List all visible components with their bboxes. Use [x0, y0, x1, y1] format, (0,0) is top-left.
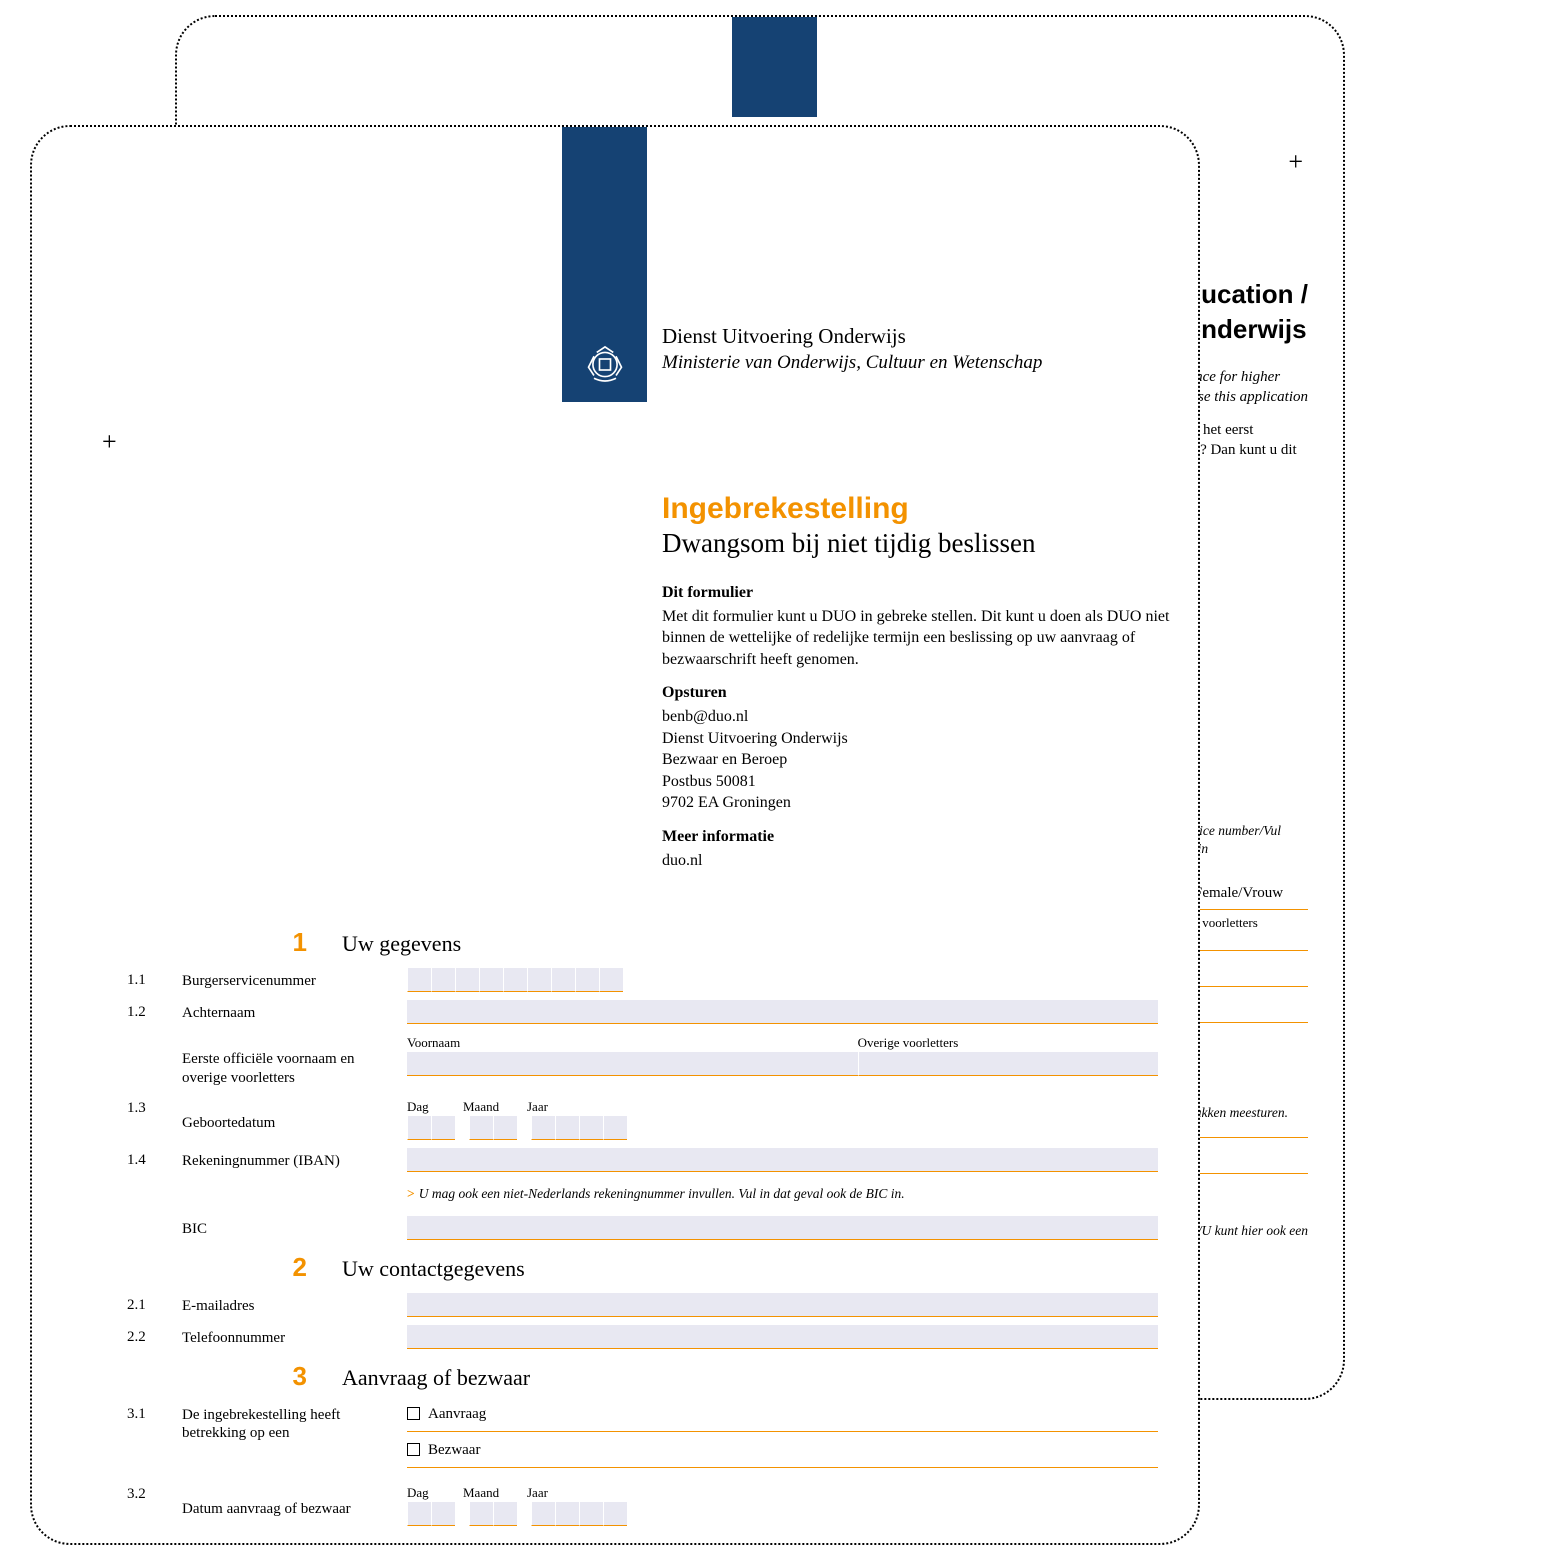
field-1-1-num: 1.1: [127, 968, 182, 989]
field-3-1-num: 3.1: [127, 1402, 182, 1423]
section-1-title: Uw gegevens: [342, 931, 461, 957]
intro-block: Dit formulier Met dit formulier kunt u D…: [662, 582, 1182, 871]
field-1-3-label: Geboortedatum: [182, 1096, 407, 1133]
back-title-line2: onderwijs: [1185, 312, 1308, 347]
document-subtitle: Dwangsom bij niet tijdig beslissen: [662, 528, 1035, 559]
field-1-4-num: 1.4: [127, 1148, 182, 1169]
bic-label: BIC: [182, 1216, 407, 1239]
bezwaar-checkbox-row[interactable]: Bezwaar: [407, 1438, 1158, 1468]
voornaam-sublabel: Voornaam: [407, 1035, 858, 1051]
section-1-number: 1: [127, 927, 342, 958]
contact-dept: Bezwaar en Beroep: [662, 749, 1182, 771]
intro-paragraph: Met dit formulier kunt u DUO in gebreke …: [662, 606, 1182, 671]
crop-mark-icon: +: [102, 427, 117, 457]
telefoon-input[interactable]: [407, 1325, 1158, 1349]
section-3-title: Aanvraag of bezwaar: [342, 1365, 530, 1391]
section-2-number: 2: [127, 1252, 342, 1283]
field-2-1-num: 2.1: [127, 1293, 182, 1314]
field-2-1-label: E-mailadres: [182, 1293, 407, 1316]
section-2-title: Uw contactgegevens: [342, 1256, 525, 1282]
contact-site: duo.nl: [662, 850, 1182, 872]
intro-heading-2: Opsturen: [662, 682, 1182, 704]
field-3-2-num: 3.2: [127, 1482, 182, 1503]
contact-city: 9702 EA Groningen: [662, 792, 1182, 814]
iban-input[interactable]: [407, 1148, 1158, 1172]
organization-name: Dienst Uitvoering Onderwijs: [662, 322, 1042, 350]
organization-block: Dienst Uitvoering Onderwijs Ministerie v…: [662, 322, 1042, 376]
caret-icon: >: [407, 1186, 415, 1201]
datum-input[interactable]: Dag Maand Jaar: [407, 1482, 1158, 1526]
document-title: Ingebrekestelling: [662, 492, 1035, 526]
field-1-3-num: 1.3: [127, 1096, 182, 1117]
geboortedatum-input[interactable]: Dag Maand Jaar: [407, 1096, 1158, 1140]
bic-input[interactable]: [407, 1216, 1158, 1240]
intro-heading-3: Meer informatie: [662, 826, 1182, 848]
overige-voorletters-input[interactable]: [858, 1052, 1158, 1076]
back-ic-fragment: IC/U kunt hier ook een: [1184, 1222, 1308, 1240]
contact-org: Dienst Uitvoering Onderwijs: [662, 728, 1182, 750]
form-area: 1 Uw gegevens 1.1 Burgerservicenummer 1.…: [127, 927, 1158, 1534]
checkbox-icon: [407, 1443, 420, 1456]
contact-email: benb@duo.nl: [662, 706, 1182, 728]
government-crest-icon: [577, 337, 632, 392]
checkbox-icon: [407, 1407, 420, 1420]
document-title-block: Ingebrekestelling Dwangsom bij niet tijd…: [662, 492, 1035, 559]
field-1-4-label: Rekeningnummer (IBAN): [182, 1148, 407, 1171]
field-3-2-label: Datum aanvraag of bezwaar: [182, 1482, 407, 1519]
field-1-2-label: Achternaam: [182, 1000, 407, 1023]
intro-heading-1: Dit formulier: [662, 582, 1182, 604]
field-2-2-num: 2.2: [127, 1325, 182, 1346]
aanvraag-checkbox-row[interactable]: Aanvraag: [407, 1402, 1158, 1432]
logo-ribbon: [562, 127, 647, 402]
achternaam-input[interactable]: [407, 1000, 1158, 1024]
section-3-number: 3: [127, 1361, 342, 1392]
overige-sublabel: Overige voorletters: [858, 1035, 1158, 1051]
voorletters-label: Eerste officiële voornaam en overige voo…: [182, 1032, 407, 1088]
field-3-1-label: De ingebrekestelling heeft betrekking op…: [182, 1402, 407, 1444]
crop-mark-icon: +: [1288, 147, 1303, 177]
organization-subtitle: Ministerie van Onderwijs, Cultuur en Wet…: [662, 350, 1042, 376]
logo-ribbon-back: [732, 17, 817, 117]
email-input[interactable]: [407, 1293, 1158, 1317]
iban-note: >U mag ook een niet-Nederlands rekeningn…: [407, 1186, 1158, 1202]
back-title-fragment: ducation / onderwijs: [1185, 277, 1308, 347]
bsn-input[interactable]: [407, 968, 1158, 992]
field-2-2-label: Telefoonnummer: [182, 1325, 407, 1348]
field-1-2-num: 1.2: [127, 1000, 182, 1021]
field-1-1-label: Burgerservicenummer: [182, 968, 407, 991]
back-title-line1: ducation /: [1185, 277, 1308, 312]
page-foreground: Dienst Uitvoering Onderwijs Ministerie v…: [30, 125, 1200, 1545]
voornaam-input[interactable]: [407, 1052, 858, 1076]
contact-postbus: Postbus 50081: [662, 771, 1182, 793]
